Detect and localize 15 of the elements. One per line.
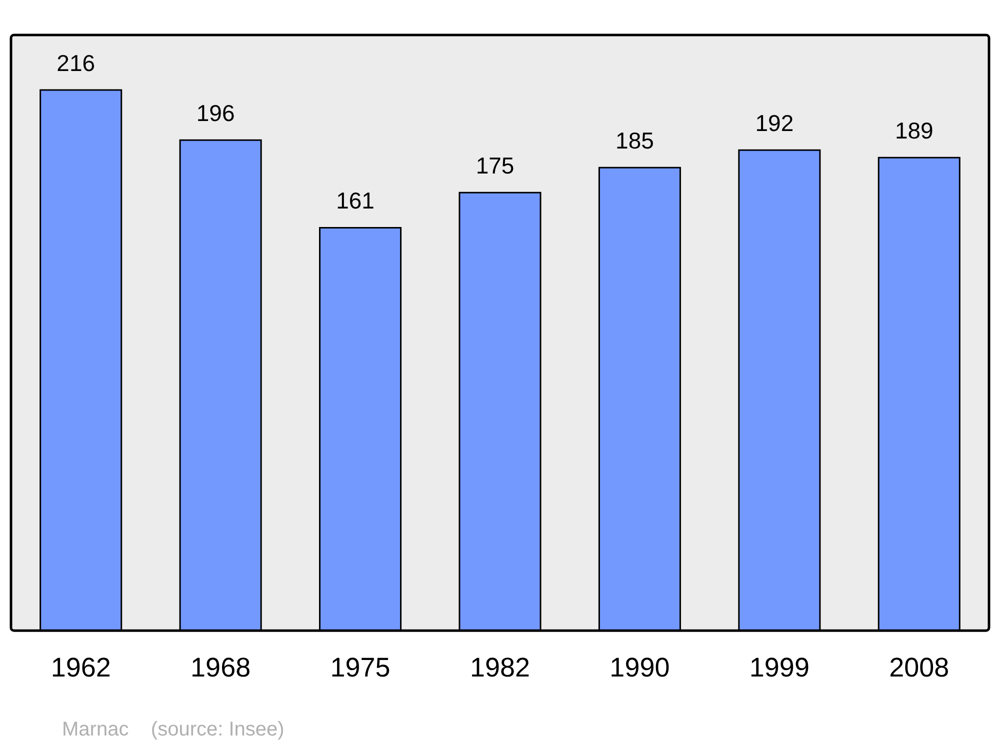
text: Marnac (source: Insee) — [62, 718, 284, 741]
x-tick-label: 1968 — [190, 652, 251, 682]
data-label: 192 — [755, 110, 794, 136]
data-label: 189 — [894, 118, 934, 144]
x-tick-label: 1962 — [50, 652, 111, 682]
data-label: 175 — [476, 152, 514, 179]
x-tick-label: 1982 — [470, 652, 530, 682]
data-label: 216 — [56, 50, 96, 76]
x-tick-label: 2008 — [889, 652, 950, 682]
data-label: 196 — [196, 100, 235, 126]
x-tick-label: 1999 — [749, 652, 810, 682]
data-label: 161 — [336, 188, 374, 214]
x-tick-label: 1990 — [610, 652, 670, 682]
data-label: 185 — [616, 128, 654, 154]
x-tick-label: 1975 — [330, 652, 390, 682]
